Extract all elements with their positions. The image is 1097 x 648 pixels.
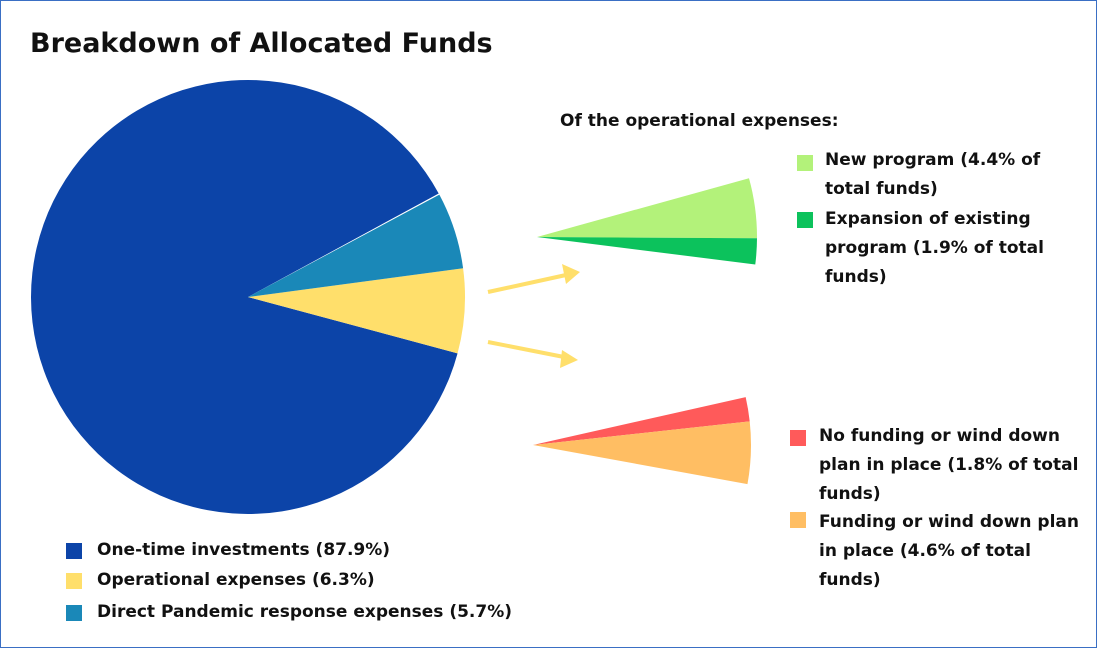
legend-swatch (797, 212, 813, 228)
subtitle: Of the operational expenses: (560, 111, 839, 131)
pie-slice (248, 268, 465, 354)
arrow-head (560, 350, 578, 368)
legend-swatch (66, 605, 82, 621)
arrows (487, 264, 580, 368)
legend-swatch (797, 155, 813, 171)
legend-swatch (66, 573, 82, 589)
pie-slice (533, 397, 750, 445)
legend-label: Expansion of existing program (1.9% of t… (825, 209, 1044, 287)
chart-title: Breakdown of Allocated Funds (30, 28, 493, 59)
pie-slice (533, 421, 751, 485)
arrow (487, 273, 567, 294)
pie-slice (248, 194, 464, 297)
legend-label: Funding or wind down plan in place (4.6%… (819, 512, 1080, 590)
pie-slice (537, 237, 757, 265)
pie-slice (537, 178, 758, 239)
pie-slice (30, 80, 458, 515)
arrow (487, 340, 565, 359)
legend-label: Direct Pandemic response expenses (5.7%) (97, 602, 513, 622)
arrow-head (562, 264, 580, 284)
legend-label: No funding or wind down plan in place (1… (819, 426, 1079, 504)
legend-swatch (790, 430, 806, 446)
legend-swatch (790, 512, 806, 528)
legend-label: One-time investments (87.9%) (97, 540, 391, 560)
legend-swatch (66, 543, 82, 559)
legend-label: Operational expenses (6.3%) (97, 570, 375, 590)
legend-label: New program (4.4% of total funds) (825, 150, 1041, 199)
